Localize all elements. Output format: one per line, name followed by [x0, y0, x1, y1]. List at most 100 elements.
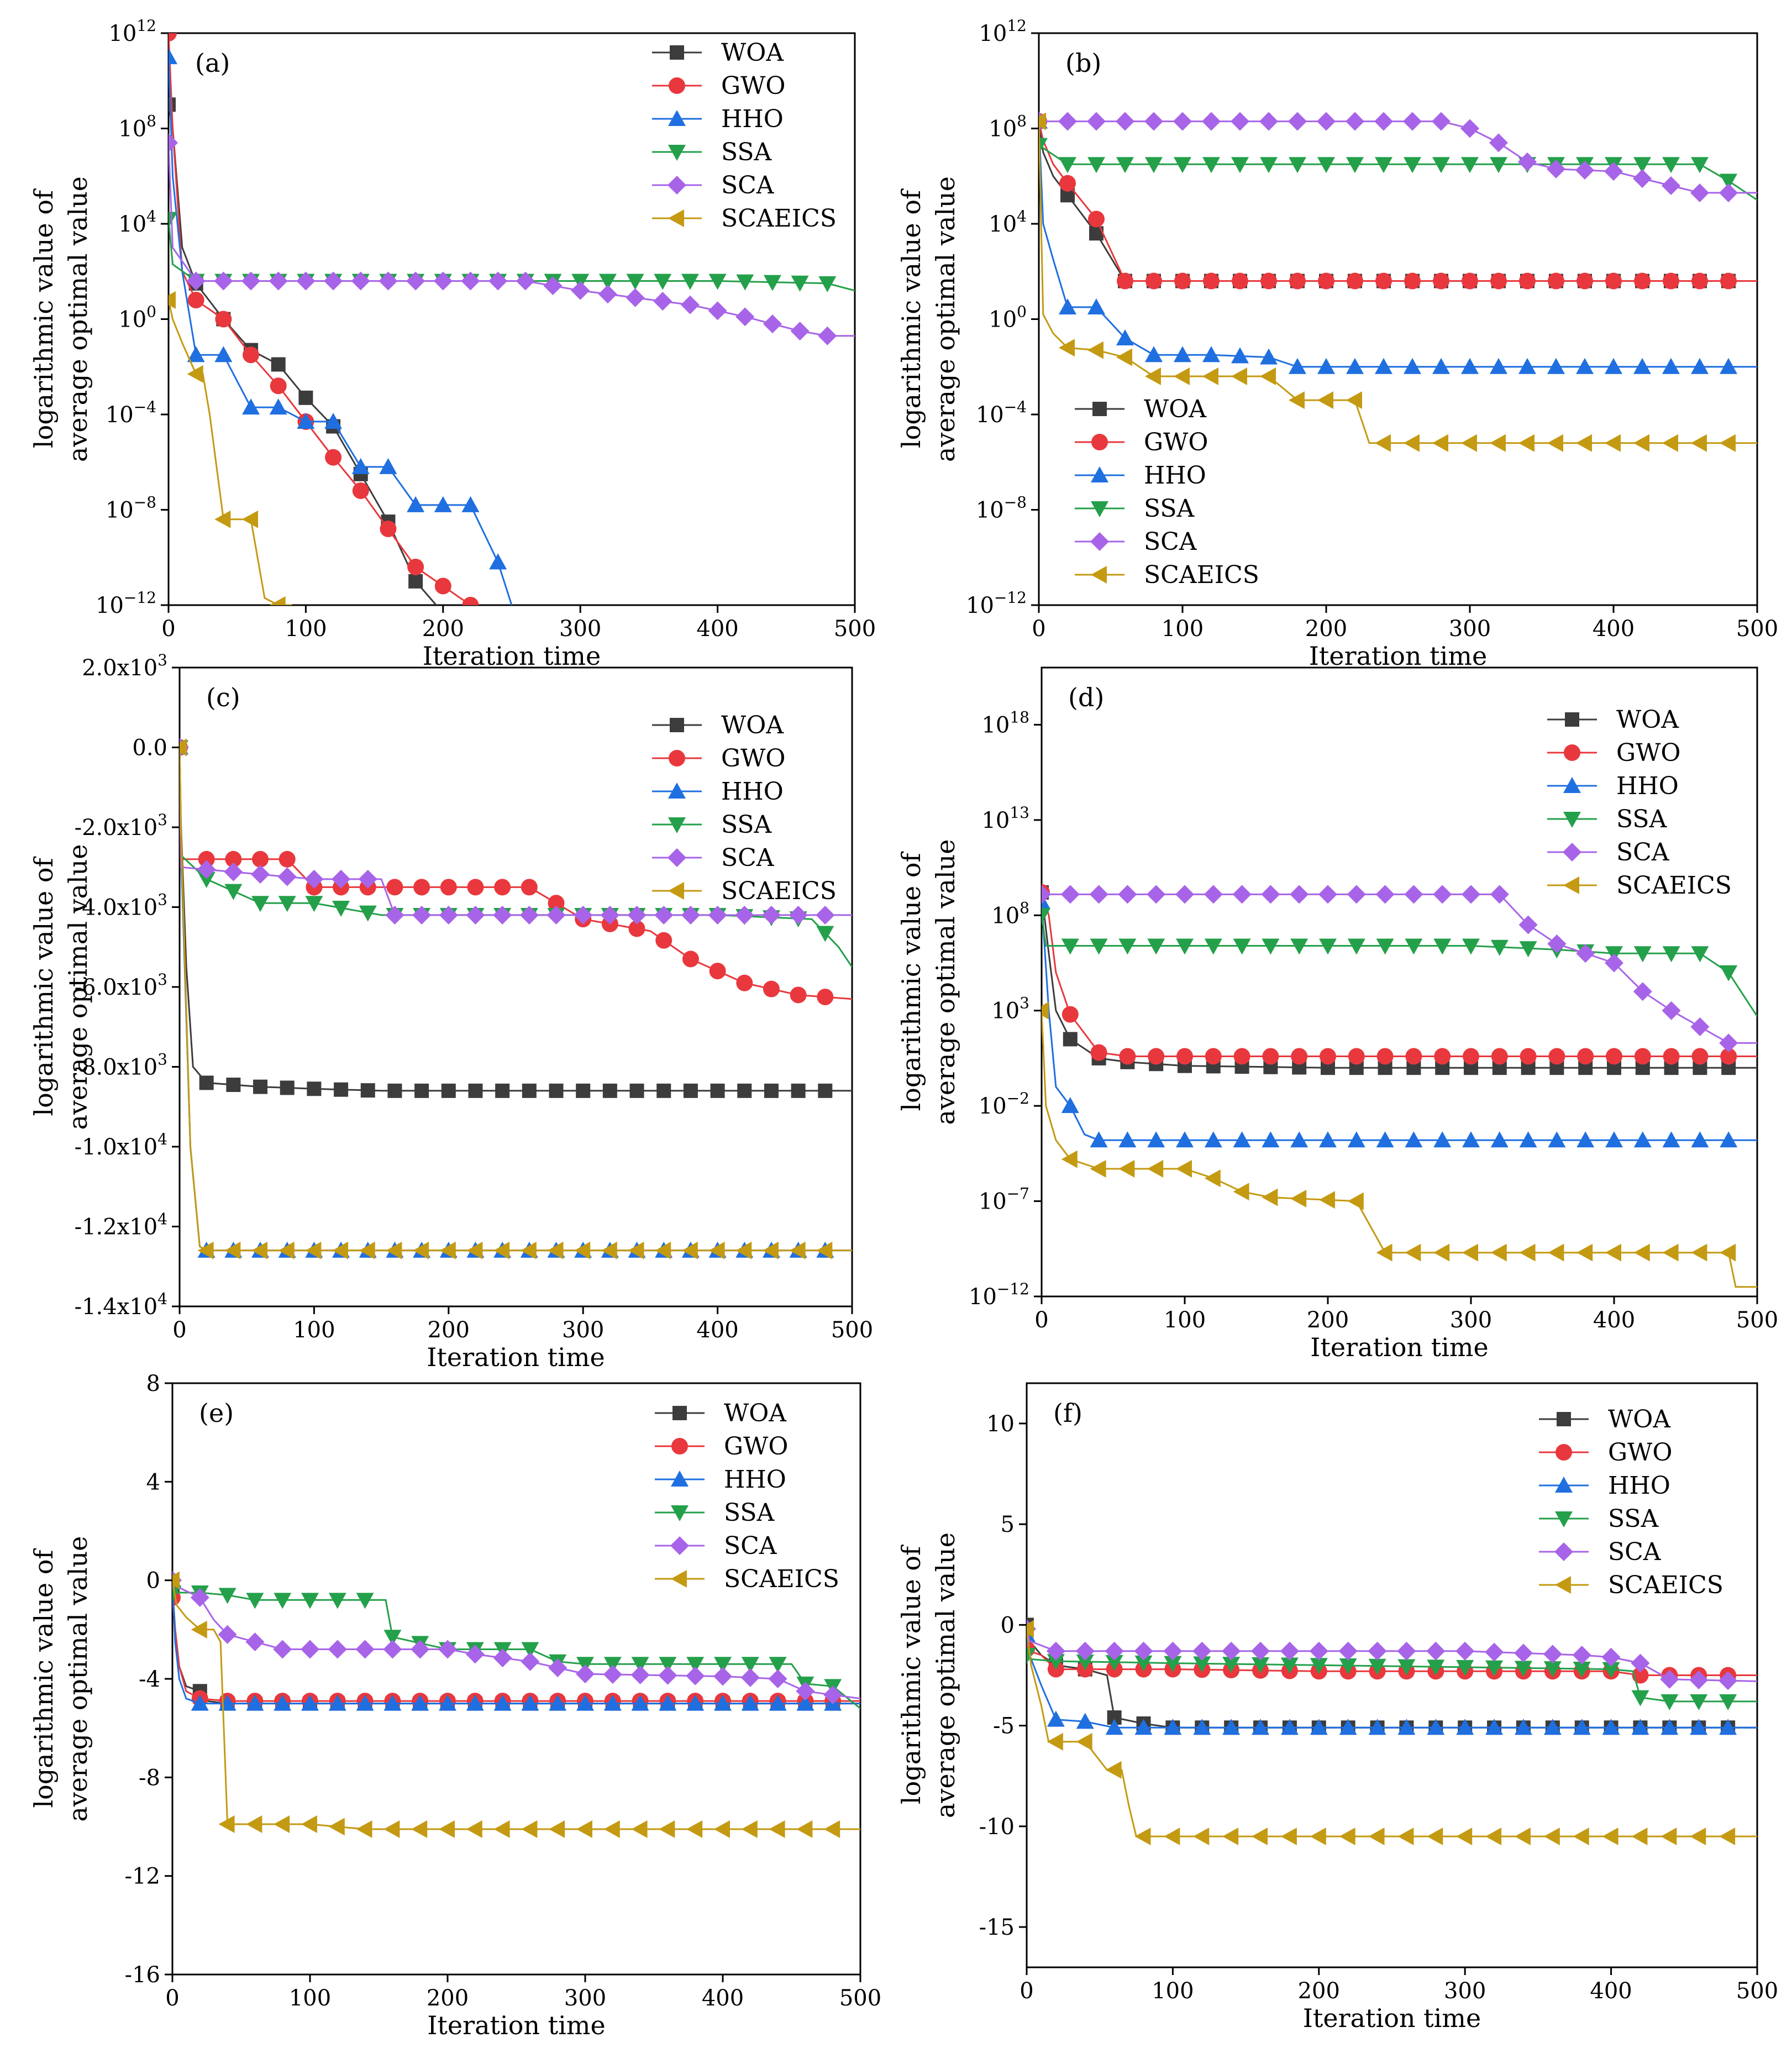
x-tick-label: 100 — [1162, 616, 1204, 642]
y-tick-exponent: 3 — [157, 891, 167, 909]
series-marker-scaeics — [1518, 434, 1535, 452]
series-marker-hho — [1317, 358, 1335, 374]
legend-label: GWO — [724, 1432, 788, 1461]
series-marker-gwo — [467, 879, 484, 896]
series-marker-scaeics — [386, 1241, 402, 1259]
x-tick-label: 0 — [1034, 1307, 1048, 1333]
legend-label: HHO — [721, 778, 784, 806]
series-marker-scaeics — [1118, 1159, 1135, 1178]
series-marker-ssa — [1720, 174, 1737, 190]
series-marker-sca — [1309, 1641, 1328, 1661]
series-marker-sca — [1572, 1646, 1591, 1665]
series-marker-sca — [1403, 112, 1422, 131]
series-marker-ssa — [251, 896, 270, 912]
series-marker-scaeics — [1174, 367, 1190, 385]
series-marker-sca — [708, 301, 727, 321]
series-marker-sca — [1232, 885, 1252, 904]
series-marker-hho — [1222, 1719, 1241, 1735]
series-marker-scaeics — [439, 1241, 456, 1259]
series-marker-hho — [246, 1694, 264, 1711]
series-marker-hho — [1134, 1719, 1153, 1735]
panel-label: (e) — [199, 1398, 234, 1428]
series-marker-scaeics — [274, 1815, 290, 1834]
legend-label: SCAEICS — [1616, 871, 1732, 900]
y-tick-label: 100 — [118, 303, 156, 333]
series-marker-gwo — [1376, 1048, 1394, 1065]
series-group — [172, 1571, 860, 1838]
legend-marker — [668, 176, 686, 195]
panel-label: (c) — [206, 682, 240, 712]
series-marker-ssa — [1432, 157, 1450, 174]
series-marker-sca — [1175, 885, 1194, 904]
series-marker-sca — [438, 1640, 457, 1659]
legend-marker — [669, 77, 685, 94]
chart-panel-e: 0 100 200 300 400 500 8 4 0 -4 -8 -12 -16 Iteration t… — [29, 1371, 881, 2040]
legend-label: SCA — [1616, 838, 1670, 867]
series-marker-scaeics — [1576, 434, 1592, 452]
series-marker-scaeics — [301, 1815, 317, 1834]
y-tick-exponent: 12 — [1007, 17, 1027, 35]
series-marker-gwo — [462, 597, 479, 605]
series-marker-gwo — [1720, 272, 1737, 290]
y-tick-label: -6.0x103 — [75, 970, 167, 1000]
series-marker-woa — [298, 390, 313, 405]
series-marker-gwo — [1145, 272, 1162, 290]
series-group — [180, 738, 852, 1259]
series-marker-scaeics — [714, 1820, 730, 1838]
y-tick-exponent: −4 — [134, 398, 156, 416]
series-marker-sca — [1347, 885, 1366, 904]
y-tick-base: 2.0x10 — [82, 655, 157, 681]
series-marker-woa — [683, 1083, 698, 1098]
y-axis-title: average optimal value — [931, 176, 960, 462]
series-marker-gwo — [1577, 1048, 1594, 1065]
series-marker-gwo — [1320, 1048, 1336, 1065]
series-marker-scaeics — [769, 1820, 785, 1838]
series-marker-woa — [414, 1083, 429, 1098]
series-marker-scaeics — [1233, 1183, 1249, 1201]
series-marker-sca — [1222, 1641, 1241, 1661]
series-marker-scaeics — [1376, 1243, 1392, 1262]
series-marker-hho — [521, 1694, 539, 1711]
series-marker-scaeics — [631, 1820, 648, 1838]
series-marker-hho — [324, 412, 343, 429]
series-marker-ssa — [1174, 157, 1191, 174]
y-tick-label: 1012 — [108, 17, 156, 46]
series-marker-ssa — [681, 274, 699, 290]
series-marker-scaeics — [1222, 1828, 1239, 1846]
series-marker-sca — [1719, 183, 1738, 202]
series-marker-hho — [1262, 1131, 1280, 1148]
series-marker-hho — [297, 412, 315, 429]
series-marker-hho — [434, 496, 452, 512]
legend-marker — [1555, 1444, 1572, 1461]
y-tick-exponent: 13 — [1010, 804, 1029, 822]
series-marker-sca — [1514, 1643, 1533, 1663]
series-marker-gwo — [169, 33, 177, 41]
series-marker-woa — [818, 1083, 833, 1098]
series-marker-scaeics — [1204, 1169, 1221, 1188]
series-marker-sca — [548, 1658, 567, 1677]
x-tick-label: 200 — [1307, 1307, 1349, 1333]
series-marker-gwo — [1260, 272, 1277, 290]
y-tick-label: -2.0x103 — [75, 811, 167, 841]
series-marker-scaeics — [1404, 434, 1420, 452]
series-marker-sca — [1432, 112, 1451, 131]
series-marker-ssa — [1490, 157, 1507, 174]
series-marker-ssa — [1087, 157, 1105, 174]
series-marker-woa — [1063, 1032, 1078, 1047]
y-axis-title: average optimal value — [63, 176, 93, 462]
series-marker-ssa — [1105, 1655, 1123, 1671]
x-tick-label: 500 — [831, 1317, 873, 1343]
x-tick-label: 300 — [1444, 1978, 1486, 2004]
series-marker-scaeics — [493, 1241, 510, 1259]
series-marker-gwo — [215, 311, 232, 328]
series-marker-scaeics — [1691, 434, 1707, 452]
x-tick-label: 500 — [839, 1986, 881, 2011]
series-marker-hho — [769, 1694, 787, 1711]
series-line-gwo — [1027, 1648, 1757, 1676]
series-marker-hho — [1231, 347, 1249, 364]
series-marker-sca — [406, 271, 425, 291]
series-marker-ssa — [218, 1588, 237, 1604]
legend-marker — [1563, 876, 1579, 894]
y-tick-label: 10−8 — [106, 493, 156, 523]
series-marker-gwo — [1318, 272, 1334, 290]
